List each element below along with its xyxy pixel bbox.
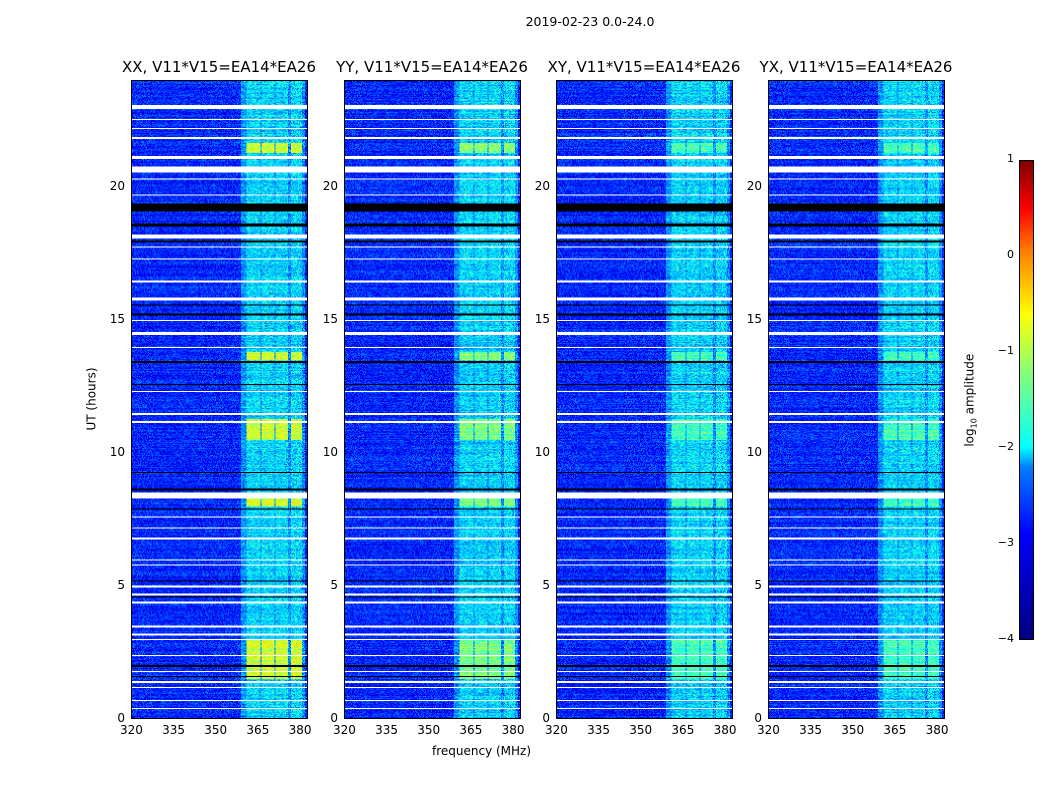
y-tick-label: 10 — [746, 444, 762, 459]
y-tick-label: 5 — [542, 577, 550, 592]
y-tick-label: 20 — [322, 178, 338, 193]
y-tick-label: 5 — [330, 577, 338, 592]
colorbar-tick-label: −4 — [997, 632, 1014, 645]
y-tick-label: 15 — [109, 311, 125, 326]
heatmap-panel — [556, 80, 733, 719]
heatmap-panel — [131, 80, 308, 719]
colorbar — [1019, 160, 1034, 640]
figure-title: 2019-02-23 0.0-24.0 — [525, 14, 655, 29]
x-tick-label: 320 — [333, 723, 356, 737]
colorbar-label-rest: amplitude — [962, 353, 977, 419]
x-tick-label: 320 — [757, 723, 780, 737]
x-tick-label: 350 — [841, 723, 865, 737]
x-tick-label: 335 — [162, 723, 186, 737]
x-tick-label: 350 — [204, 723, 228, 737]
x-tick-label: 365 — [671, 723, 695, 737]
panel-title: XY, V11*V15=EA14*EA26 — [547, 58, 741, 76]
colorbar-tick-label: −2 — [997, 440, 1014, 453]
y-axis-label: UT (hours) — [84, 367, 99, 431]
y-tick-label: 10 — [322, 444, 338, 459]
x-tick-label: 365 — [246, 723, 270, 737]
x-tick-label: 365 — [459, 723, 483, 737]
colorbar-tick-label: 1 — [1007, 152, 1014, 165]
colorbar-label-main: log — [962, 428, 977, 447]
y-tick-label: 5 — [754, 577, 762, 592]
x-tick-label: 335 — [375, 723, 399, 737]
y-tick-label: 10 — [534, 444, 550, 459]
x-tick-label: 350 — [629, 723, 653, 737]
heatmap-panel — [344, 80, 521, 719]
x-tick-label: 380 — [288, 723, 312, 737]
y-tick-label: 5 — [117, 577, 125, 592]
y-tick-label: 15 — [322, 311, 338, 326]
y-tick-label: 10 — [109, 444, 125, 459]
y-tick-label: 0 — [542, 711, 550, 725]
y-tick-label: 0 — [117, 711, 125, 725]
x-tick-label: 350 — [417, 723, 441, 737]
y-tick-label: 20 — [109, 178, 125, 193]
x-tick-label: 380 — [925, 723, 949, 737]
y-tick-label: 15 — [746, 311, 762, 326]
x-tick-label: 320 — [545, 723, 568, 737]
panel-title: YY, V11*V15=EA14*EA26 — [336, 58, 528, 76]
x-tick-label: 365 — [883, 723, 907, 737]
panel-title: XX, V11*V15=EA14*EA26 — [121, 58, 316, 76]
y-tick-label: 0 — [330, 711, 338, 725]
colorbar-label: log10 amplitude — [962, 354, 978, 447]
y-tick-label: 20 — [534, 178, 550, 193]
colorbar-tick-label: −3 — [997, 536, 1014, 549]
y-tick-label: 20 — [746, 178, 762, 193]
x-tick-label: 335 — [587, 723, 611, 737]
x-tick-label: 380 — [713, 723, 737, 737]
colorbar-tick-label: 0 — [1007, 248, 1014, 261]
colorbar-tick-label: −1 — [997, 344, 1014, 357]
x-axis-label: frequency (MHz) — [432, 744, 532, 758]
y-tick-label: 15 — [534, 311, 550, 326]
x-tick-label: 320 — [120, 723, 143, 737]
colorbar-label-sub: 10 — [969, 418, 979, 429]
x-tick-label: 335 — [799, 723, 823, 737]
x-tick-label: 380 — [501, 723, 525, 737]
heatmap-panel — [768, 80, 945, 719]
panel-title: YX, V11*V15=EA14*EA26 — [759, 58, 953, 76]
y-tick-label: 0 — [754, 711, 762, 725]
